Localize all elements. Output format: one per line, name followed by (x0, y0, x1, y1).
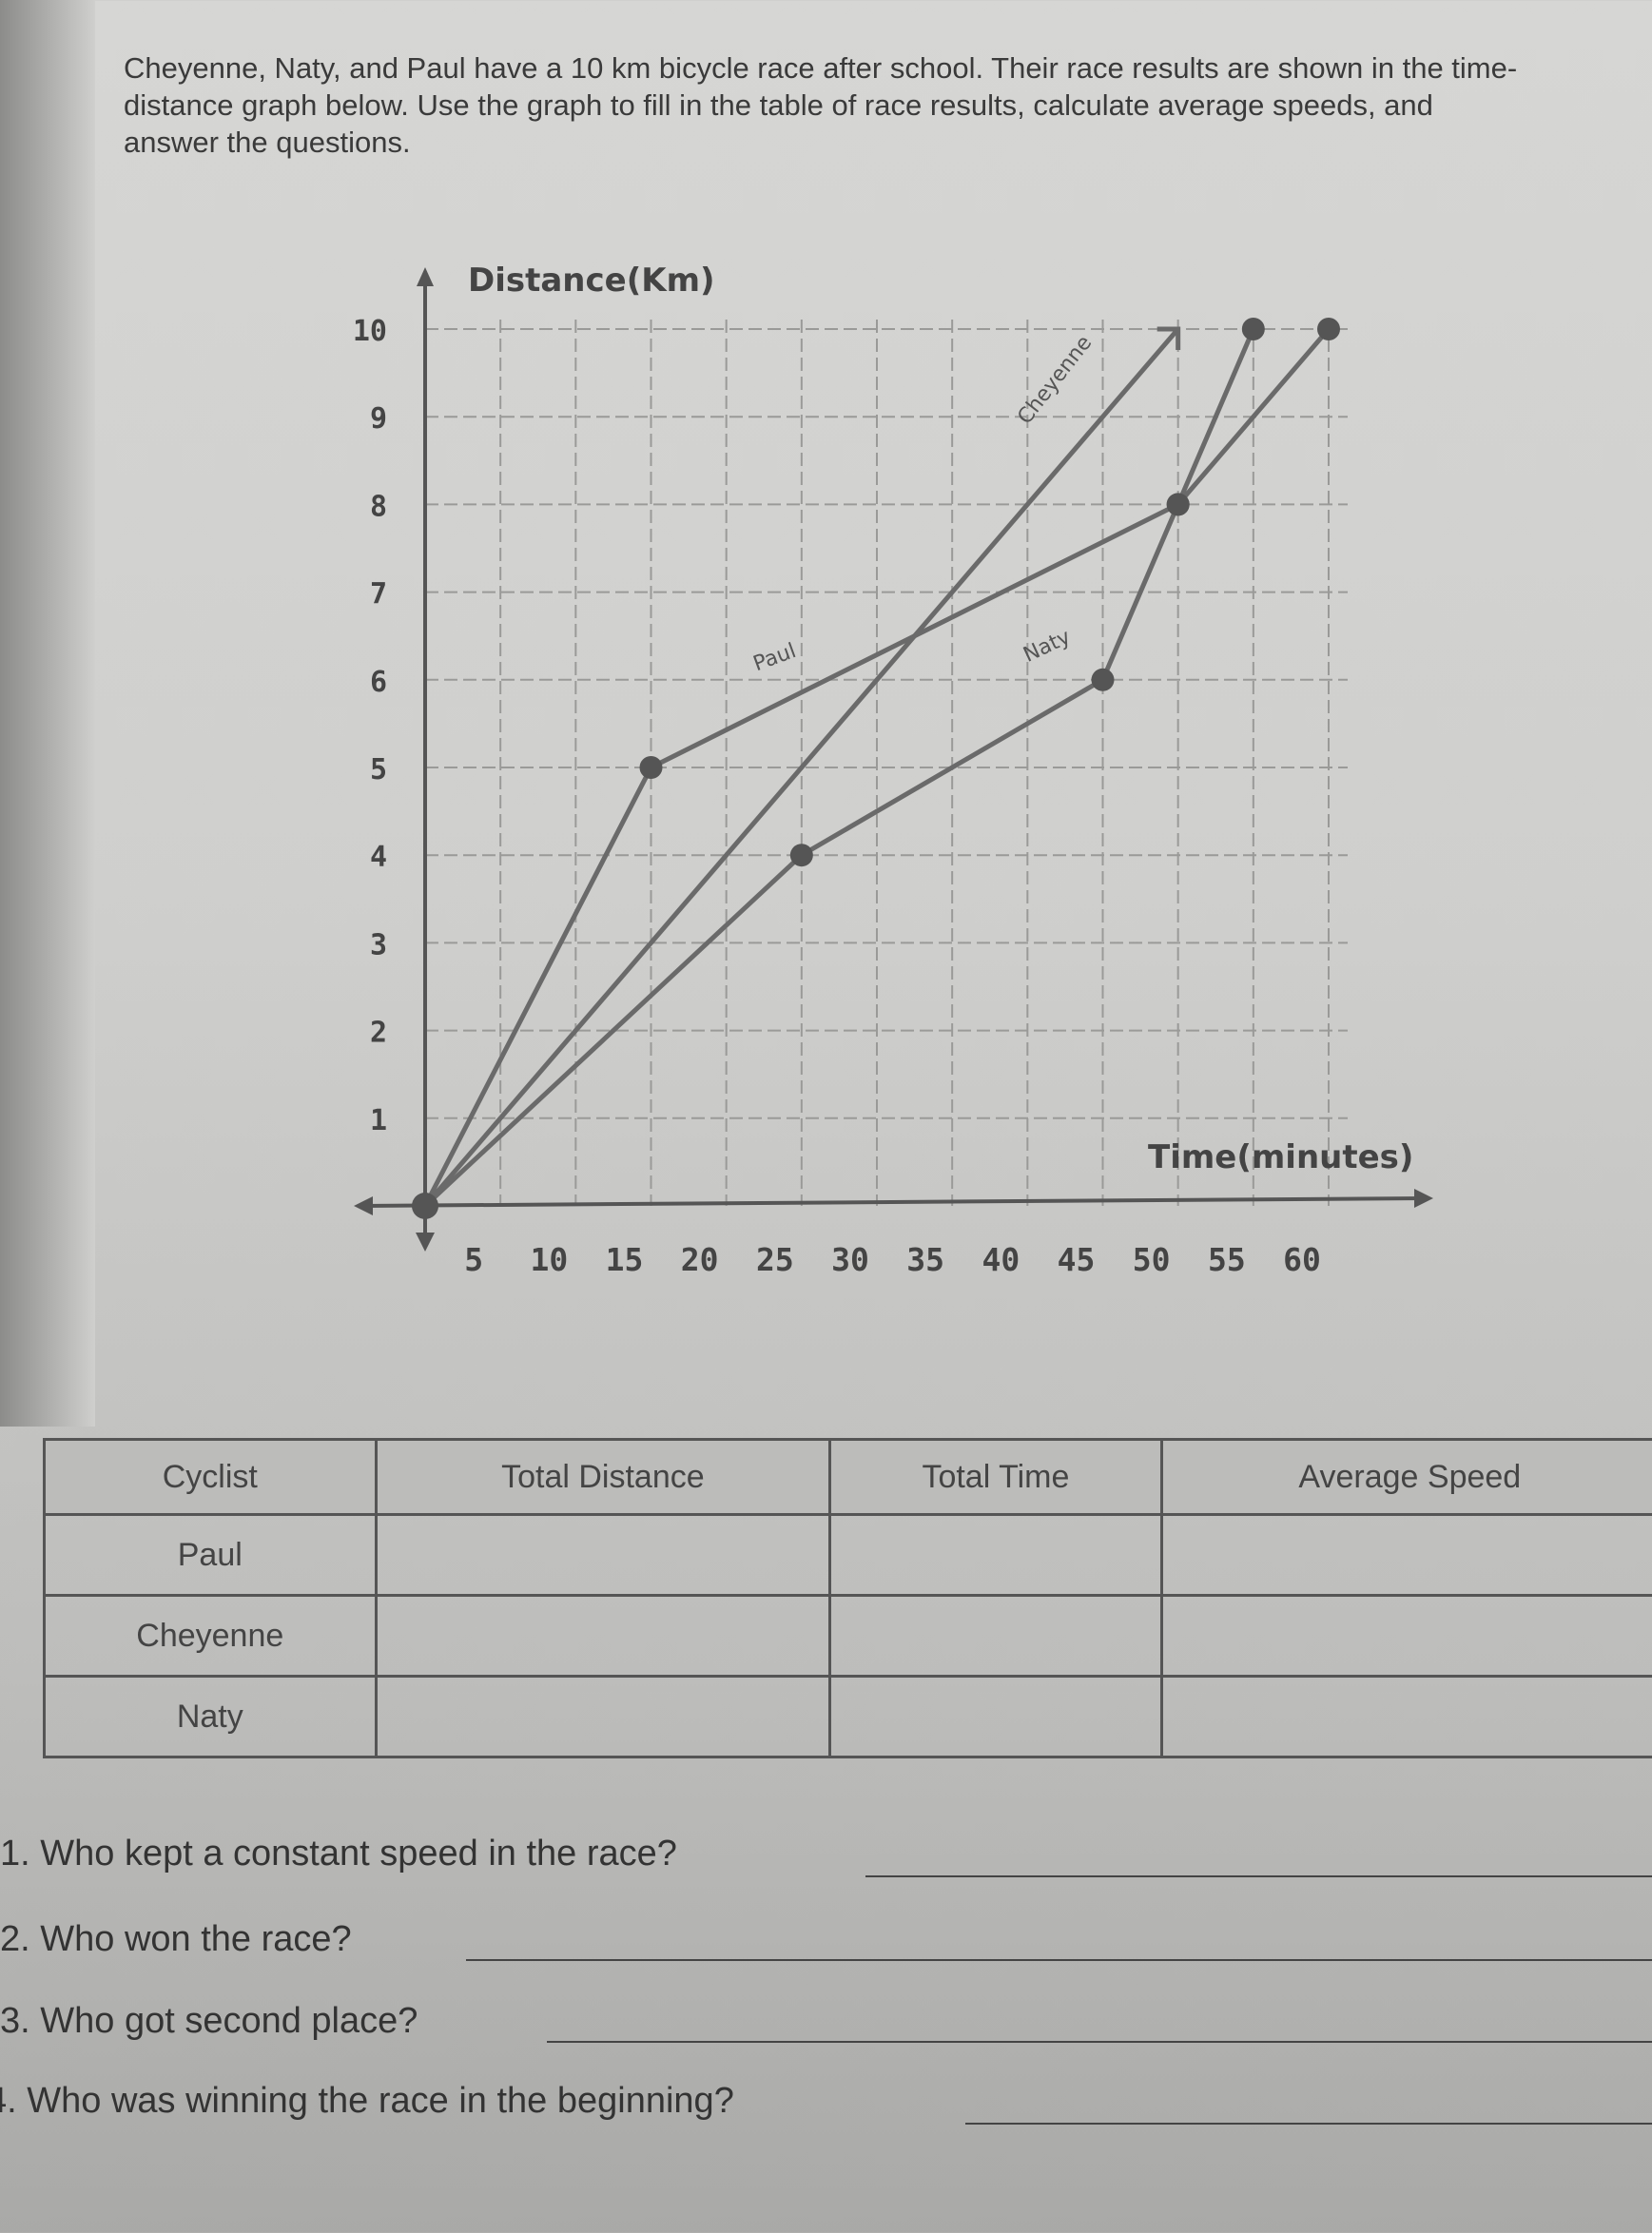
data-point (639, 756, 663, 779)
y-tick-label: 10 (353, 315, 387, 348)
answer-line-2[interactable] (466, 1959, 1652, 1961)
y-tick-label: 7 (370, 578, 387, 612)
y-tick-label: 8 (370, 490, 387, 523)
x-tick-label: 10 (530, 1241, 568, 1278)
y-axis-down-arrow-icon (416, 1233, 435, 1252)
table-row: Naty (43, 1675, 1652, 1758)
cyclist-cell: Paul (43, 1513, 378, 1597)
x-tick-label: 30 (831, 1241, 869, 1278)
y-tick-label: 3 (370, 928, 387, 961)
speed-cell[interactable] (1159, 1594, 1652, 1678)
series-arrow-icon (1156, 326, 1181, 350)
y-tick-label: 2 (370, 1017, 387, 1050)
header-total-distance: Total Distance (374, 1438, 832, 1516)
table-row: Paul (43, 1513, 1652, 1597)
race-results-table: Cyclist Total Distance Total Time Averag… (43, 1438, 1652, 1758)
question-4: 4. Who was winning the race in the begin… (0, 2081, 734, 2121)
cyclist-cell: Cheyenne (43, 1594, 378, 1678)
x-tick-label: 35 (906, 1241, 944, 1278)
x-axis-left-arrow-icon (354, 1196, 373, 1215)
x-tick-label: 25 (756, 1241, 794, 1278)
x-axis (358, 1196, 1425, 1208)
x-tick-label: 55 (1208, 1241, 1246, 1278)
y-tick-label: 5 (370, 753, 387, 786)
question-2: 2. Who won the race? (0, 1919, 352, 1959)
x-tick-label: 20 (681, 1241, 719, 1278)
time-cell[interactable] (828, 1675, 1163, 1758)
x-tick-label: 60 (1283, 1241, 1321, 1278)
series-label: Paul (750, 639, 800, 676)
distance-cell[interactable] (374, 1675, 832, 1758)
x-axis-arrow-icon (1414, 1189, 1433, 1208)
cyclist-cell: Naty (43, 1675, 378, 1758)
header-average-speed: Average Speed (1159, 1438, 1652, 1516)
time-cell[interactable] (828, 1513, 1163, 1597)
data-point (1317, 318, 1340, 340)
header-total-time: Total Time (828, 1438, 1163, 1516)
table-header-row: Cyclist Total Distance Total Time Averag… (43, 1438, 1652, 1516)
y-tick-label: 1 (370, 1104, 387, 1137)
x-tick-label: 45 (1058, 1241, 1096, 1278)
header-cyclist: Cyclist (43, 1438, 378, 1516)
table-row: Cheyenne (43, 1594, 1652, 1678)
speed-cell[interactable] (1159, 1675, 1652, 1758)
speed-cell[interactable] (1159, 1513, 1652, 1597)
x-axis-label: Time(minutes) (1148, 1138, 1413, 1176)
series-label: Cheyenne (1013, 331, 1097, 429)
x-tick-label: 50 (1133, 1241, 1171, 1278)
answer-line-3[interactable] (547, 2041, 1652, 2043)
y-tick-label: 6 (370, 666, 387, 699)
answer-line-4[interactable] (965, 2123, 1652, 2125)
data-point (1166, 493, 1190, 516)
distance-cell[interactable] (374, 1513, 832, 1597)
time-cell[interactable] (828, 1594, 1163, 1678)
x-tick-label: 15 (606, 1241, 644, 1278)
y-axis-label: Distance(Km) (468, 262, 715, 300)
data-point (1091, 668, 1115, 691)
x-tick-label: 40 (981, 1241, 1020, 1278)
time-distance-graph: 5 10 15 20 25 30 35 40 45 50 55 6012345678910Distan… (353, 262, 1433, 1278)
x-tick-label: 5 (464, 1241, 483, 1278)
y-tick-label: 9 (370, 402, 387, 436)
answer-line-1[interactable] (865, 1875, 1652, 1877)
question-3: 3. Who got second place? (0, 2001, 418, 2041)
page-edge-shadow (0, 0, 95, 1427)
data-point (1241, 318, 1265, 340)
y-axis-arrow-icon (417, 267, 434, 286)
origin-point (412, 1193, 438, 1219)
series-line-cheyenne (423, 327, 1180, 1208)
question-1: 1. Who kept a constant speed in the race… (0, 1834, 677, 1874)
y-tick-label: 4 (370, 841, 387, 874)
distance-cell[interactable] (374, 1594, 832, 1678)
instructions: Cheyenne, Naty, and Paul have a 10 km bi… (124, 51, 1518, 159)
data-point (789, 844, 813, 867)
